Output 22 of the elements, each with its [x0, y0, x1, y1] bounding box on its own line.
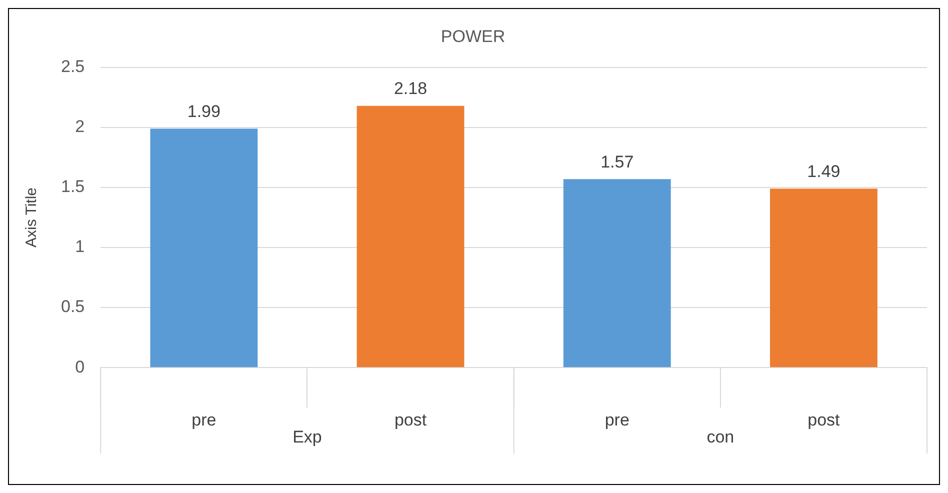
- data-label: 1.49: [807, 162, 840, 181]
- text: con: [706, 427, 734, 446]
- y-tick-label: 2: [75, 117, 85, 136]
- y-tick-label: 2.5: [60, 57, 85, 76]
- x-tick-label: post: [808, 410, 840, 430]
- text: Exp: [292, 427, 322, 446]
- data-label: 2.18: [394, 79, 428, 98]
- x-tick-label: post: [394, 410, 427, 430]
- data-label: 1.99: [187, 102, 220, 121]
- x-tick-label: pre: [192, 410, 216, 430]
- bar: [770, 188, 878, 368]
- y-axis-title: Axis Title: [23, 187, 40, 248]
- data-label: 1.57: [600, 152, 634, 172]
- bar: [150, 128, 258, 368]
- y-tick-label: 1: [75, 237, 85, 256]
- y-tick-label: 0: [75, 357, 85, 376]
- y-tick-label: 0.5: [60, 297, 85, 316]
- chart-title: POWER: [440, 26, 506, 46]
- x-tick-label: pre: [604, 410, 630, 430]
- bar: [563, 179, 671, 368]
- bar: [356, 106, 464, 368]
- y-tick-label: 1.5: [60, 177, 85, 196]
